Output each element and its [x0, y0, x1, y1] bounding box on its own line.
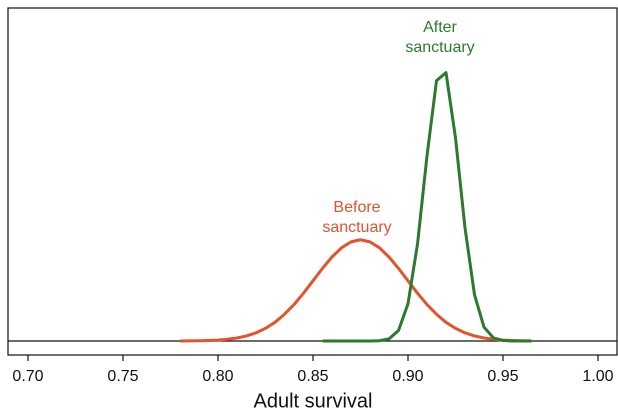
- x-tick-label: 1.00: [582, 368, 613, 385]
- annotation: sanctuary: [322, 219, 391, 236]
- x-axis-title: Adult survival: [254, 390, 373, 412]
- x-tick-label: 0.75: [107, 368, 138, 385]
- density-line: [179, 238, 532, 343]
- x-tick-label: 0.80: [202, 368, 233, 385]
- x-tick-label: 0.95: [487, 368, 518, 385]
- x-tick-label: 0.85: [297, 368, 328, 385]
- annotation: sanctuary: [405, 39, 474, 56]
- x-tick-label: 0.90: [392, 368, 423, 385]
- x-tick-label: 0.70: [12, 368, 43, 385]
- density-line: [322, 71, 532, 343]
- annotation: After: [423, 19, 457, 36]
- annotation: Before: [333, 199, 380, 216]
- plot-frame: [7, 7, 618, 356]
